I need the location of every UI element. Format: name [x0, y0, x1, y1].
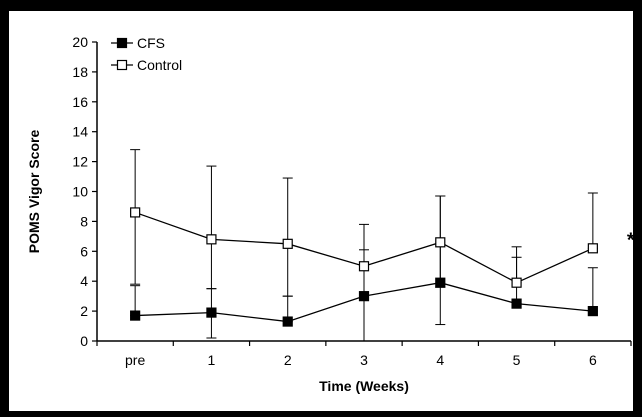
y-ticks: 0 2 4 6 8 10 12 14 16 18 20: [72, 34, 97, 349]
x-tick-label: 3: [360, 352, 368, 368]
x-tick-label: 1: [208, 352, 216, 368]
x-ticks: pre 1 2 3 4 5 6: [96, 341, 632, 368]
legend: CFS Control: [111, 35, 182, 73]
error-bars: [130, 149, 598, 342]
data-point: [435, 277, 446, 288]
x-axis-title: Time (Weeks): [319, 378, 409, 394]
data-point: [282, 316, 293, 327]
data-point: [511, 277, 522, 288]
significance-marker: *: [627, 229, 633, 251]
y-tick-label: 0: [80, 333, 88, 349]
legend-label: CFS: [137, 35, 165, 51]
legend-marker: [116, 59, 128, 71]
y-tick-label: 18: [72, 64, 88, 80]
y-tick-label: 20: [72, 34, 88, 50]
y-tick-label: 6: [80, 243, 88, 259]
x-tick-label: 2: [284, 352, 292, 368]
y-tick-label: 14: [72, 124, 88, 140]
y-tick-label: 12: [72, 154, 88, 170]
x-tick-label: pre: [125, 352, 145, 368]
y-tick-label: 10: [72, 184, 88, 200]
y-tick-label: 2: [80, 303, 88, 319]
legend-label: Control: [137, 57, 182, 73]
data-point: [435, 237, 446, 248]
data-point: [587, 243, 598, 254]
x-tick-label: 5: [513, 352, 521, 368]
y-axis-title: POMS Vigor Score: [26, 130, 42, 254]
data-point: [206, 234, 217, 245]
data-point: [358, 291, 370, 302]
data-point: [130, 310, 141, 321]
data-point: [282, 238, 293, 249]
y-tick-label: 8: [80, 213, 88, 229]
data-point: [130, 207, 141, 218]
data-point: [206, 307, 217, 318]
legend-marker: [116, 37, 128, 49]
y-tick-label: 4: [80, 273, 88, 289]
x-tick-label: 6: [589, 352, 597, 368]
x-tick-label: 4: [436, 352, 444, 368]
y-tick-label: 16: [72, 94, 88, 110]
annotations: *: [627, 229, 633, 251]
data-point: [511, 298, 522, 309]
data-point: [358, 261, 370, 272]
series-markers: [130, 207, 598, 327]
data-point: [587, 306, 598, 317]
